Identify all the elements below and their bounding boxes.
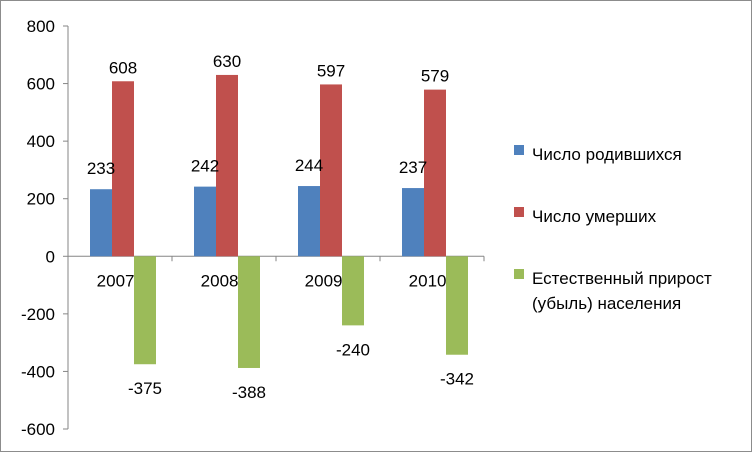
data-label: 630 xyxy=(213,52,241,71)
y-tick-label: -400 xyxy=(21,362,55,381)
y-tick-label: 200 xyxy=(27,190,55,209)
axes: -600 -400 -200 0 200 400 600 800 2007г. 2008г. 200… xyxy=(21,17,485,439)
bar xyxy=(194,186,216,257)
bar xyxy=(90,189,112,257)
bar xyxy=(402,188,424,257)
y-tick-label: 600 xyxy=(27,75,55,94)
data-label: 233 xyxy=(87,159,115,178)
legend: Число родившихся Число умерших Естественны… xyxy=(514,145,712,313)
data-labels: 233 242 244 237 608 630 597 579 -375 -388 -240 -342 xyxy=(87,52,474,402)
data-label: 242 xyxy=(191,157,219,176)
data-label: -342 xyxy=(440,370,474,389)
data-label: -375 xyxy=(128,379,162,398)
data-label: 579 xyxy=(421,67,449,86)
legend-swatch xyxy=(514,269,524,279)
legend-label: (убыль) населения xyxy=(532,294,681,313)
bar xyxy=(424,89,446,257)
legend-label: Естественный прирост xyxy=(532,269,712,288)
category-label: 2009г. xyxy=(305,271,352,290)
data-label: 237 xyxy=(399,158,427,177)
y-tick-label: 400 xyxy=(27,132,55,151)
data-label: -388 xyxy=(232,383,266,402)
category-label: 2010г. xyxy=(409,271,456,290)
legend-swatch xyxy=(514,207,524,217)
data-label: -240 xyxy=(336,340,370,359)
bar xyxy=(446,256,468,355)
category-label: 2008г. xyxy=(201,271,248,290)
legend-label: Число умерших xyxy=(532,207,657,226)
bar xyxy=(320,84,342,257)
bar xyxy=(216,74,238,257)
category-label: 2007г. xyxy=(97,271,144,290)
data-label: 597 xyxy=(317,61,345,80)
data-label: 244 xyxy=(295,156,323,175)
data-label: 608 xyxy=(109,58,137,77)
y-tick-label: 800 xyxy=(27,17,55,36)
y-tick-label: -600 xyxy=(21,420,55,439)
bar xyxy=(134,256,156,365)
y-tick-label: 0 xyxy=(46,247,55,266)
bar xyxy=(342,256,364,326)
legend-label: Число родившихся xyxy=(532,145,682,164)
bars xyxy=(90,74,468,368)
y-tick-label: -200 xyxy=(21,305,55,324)
legend-swatch xyxy=(514,145,524,155)
bar xyxy=(112,81,134,257)
bar xyxy=(298,186,320,257)
bar xyxy=(238,256,260,368)
